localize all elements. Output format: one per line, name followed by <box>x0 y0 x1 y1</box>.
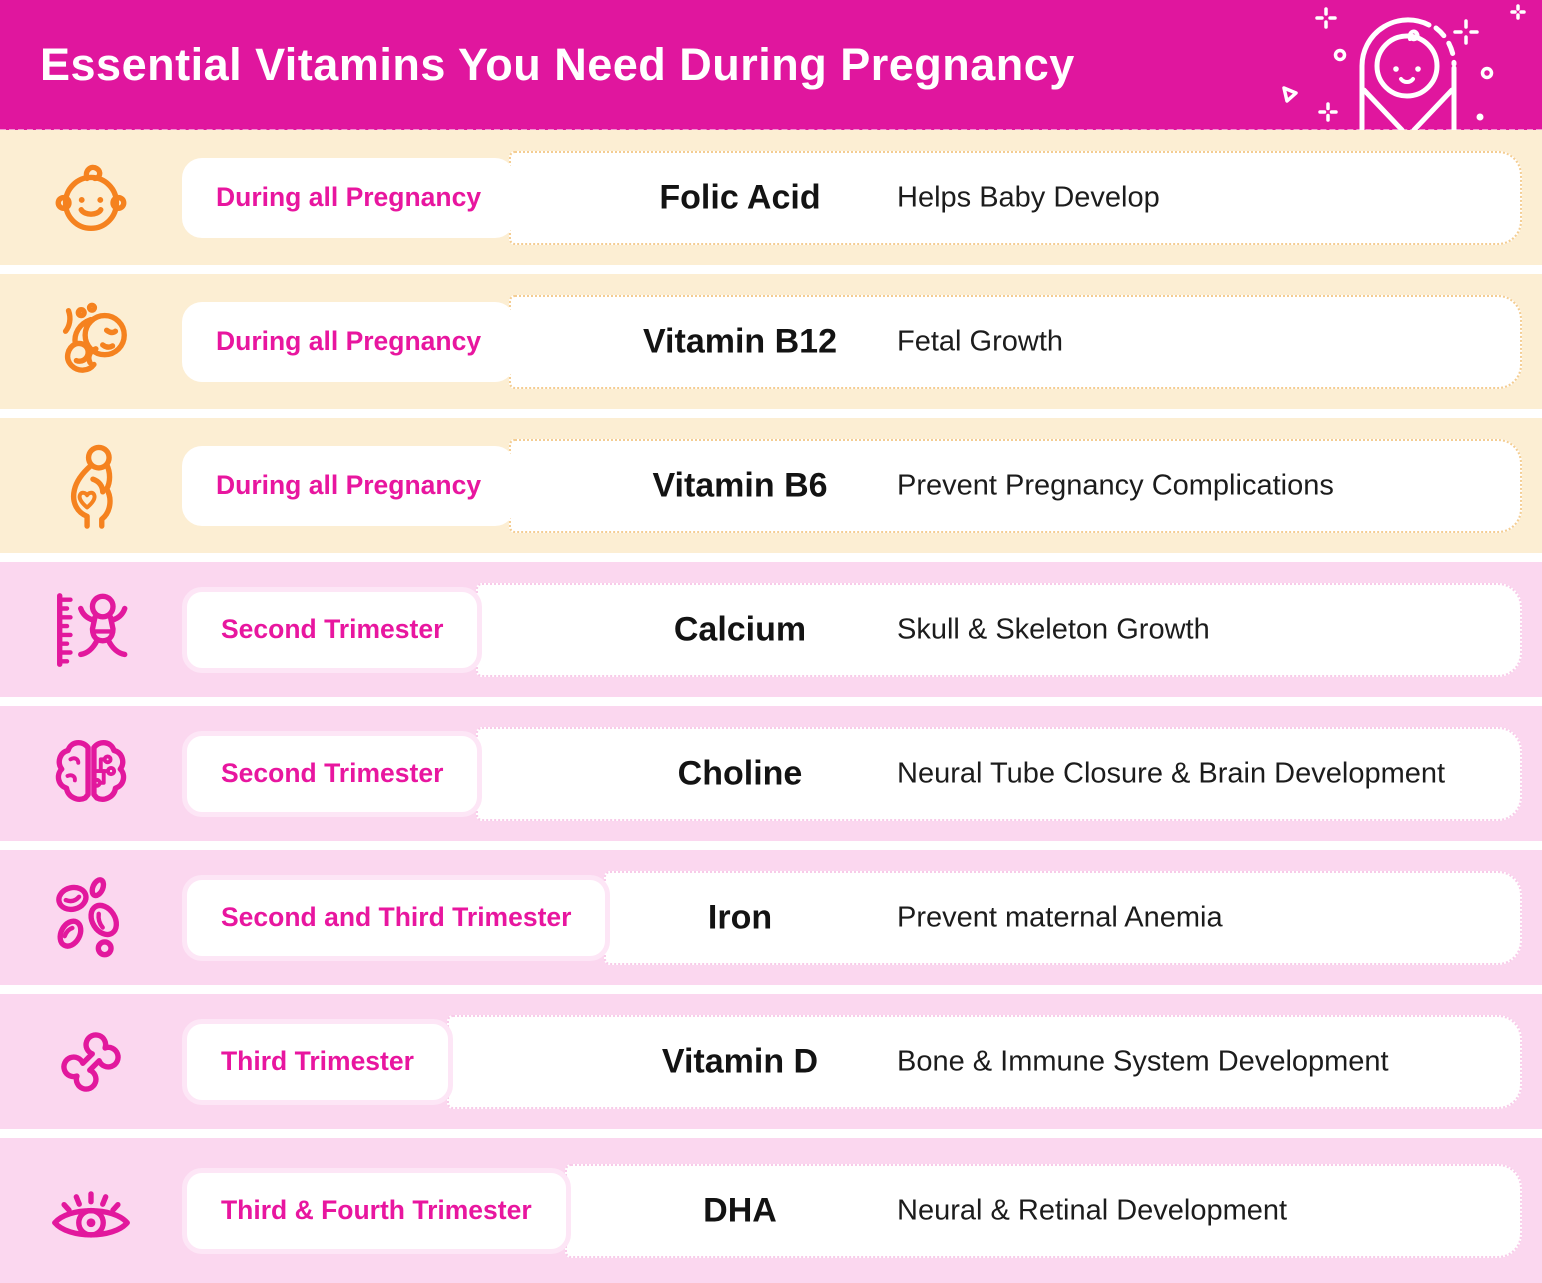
brain-icon <box>0 730 182 818</box>
sparkle-icons <box>1282 4 1526 122</box>
vitamin-row-vitamin-b12: During all Pregnancy Vitamin B12 Fetal G… <box>0 274 1542 409</box>
header: Essential Vitamins You Need During Pregn… <box>0 0 1542 132</box>
vitamin-name: Vitamin D <box>661 1042 819 1080</box>
vitamin-benefit: Skull & Skeleton Growth <box>897 613 1210 645</box>
blood-cells-icon <box>0 874 182 962</box>
fetus-icon <box>0 298 182 386</box>
vitamin-benefit: Fetal Growth <box>897 325 1063 357</box>
trimester-label: During all Pregnancy <box>216 326 482 356</box>
vitamin-name: DHA <box>703 1191 777 1229</box>
vitamin-row-vitamin-d: Third Trimester Vitamin D Bone & Immune … <box>0 994 1542 1129</box>
vitamin-name: Calcium <box>673 610 807 648</box>
trimester-badge: Second and Third Trimester <box>182 874 611 961</box>
vitamin-rows: During all Pregnancy Folic Acid Helps Ba… <box>0 130 1542 1283</box>
trimester-badge: Second Trimester <box>182 730 483 817</box>
vitamin-card <box>446 1014 1522 1109</box>
trimester-badge: Second Trimester <box>182 586 483 673</box>
vitamin-name: Iron <box>707 898 773 936</box>
trimester-badge: During all Pregnancy <box>182 157 516 238</box>
vitamin-row-folic-acid: During all Pregnancy Folic Acid Helps Ba… <box>0 130 1542 265</box>
vitamin-benefit: Neural Tube Closure & Brain Development <box>897 757 1446 789</box>
baby-face-icon <box>0 154 182 242</box>
baby-growth-ruler-icon <box>0 586 182 674</box>
trimester-label: Second Trimester <box>221 614 444 644</box>
vitamin-name: Vitamin B6 <box>652 466 828 504</box>
trimester-badge: Third Trimester <box>182 1018 453 1105</box>
pregnant-woman-icon <box>0 442 182 530</box>
vitamin-card <box>476 726 1522 821</box>
trimester-label: During all Pregnancy <box>216 470 482 500</box>
trimester-label: During all Pregnancy <box>216 182 482 212</box>
trimester-badge: During all Pregnancy <box>182 445 516 526</box>
page-title: Essential Vitamins You Need During Pregn… <box>40 39 1075 90</box>
vitamin-name: Folic Acid <box>659 178 821 216</box>
vitamin-row-choline: Second Trimester Choline Neural Tube Clo… <box>0 706 1542 841</box>
swaddled-baby-icon <box>1282 4 1526 130</box>
vitamin-name: Vitamin B12 <box>642 322 837 360</box>
vitamin-benefit: Bone & Immune System Development <box>897 1045 1389 1077</box>
eye-icon <box>0 1167 182 1255</box>
vitamin-card <box>476 582 1522 677</box>
vitamin-row-iron: Second and Third Trimester Iron Prevent … <box>0 850 1542 985</box>
vitamin-card <box>509 294 1522 389</box>
vitamin-benefit: Helps Baby Develop <box>897 181 1160 213</box>
vitamin-card <box>509 438 1522 533</box>
trimester-badge: Third & Fourth Trimester <box>182 1167 571 1254</box>
trimester-label: Third Trimester <box>221 1046 414 1076</box>
vitamin-name: Choline <box>677 754 803 792</box>
trimester-label: Third & Fourth Trimester <box>221 1195 532 1225</box>
trimester-label: Second and Third Trimester <box>221 902 572 932</box>
vitamin-card <box>564 1163 1522 1258</box>
vitamin-row-vitamin-b6: During all Pregnancy Vitamin B6 Prevent … <box>0 418 1542 553</box>
bone-icon <box>0 1018 182 1106</box>
trimester-badge: During all Pregnancy <box>182 301 516 382</box>
vitamin-benefit: Neural & Retinal Development <box>897 1194 1288 1226</box>
vitamin-card <box>509 150 1522 245</box>
vitamin-card <box>604 870 1522 965</box>
trimester-label: Second Trimester <box>221 758 444 788</box>
vitamin-row-calcium: Second Trimester Calcium Skull & Skeleto… <box>0 562 1542 697</box>
vitamin-row-dha: Third & Fourth Trimester DHA Neural & Re… <box>0 1138 1542 1283</box>
vitamin-benefit: Prevent Pregnancy Complications <box>897 469 1334 501</box>
vitamin-benefit: Prevent maternal Anemia <box>897 901 1223 933</box>
